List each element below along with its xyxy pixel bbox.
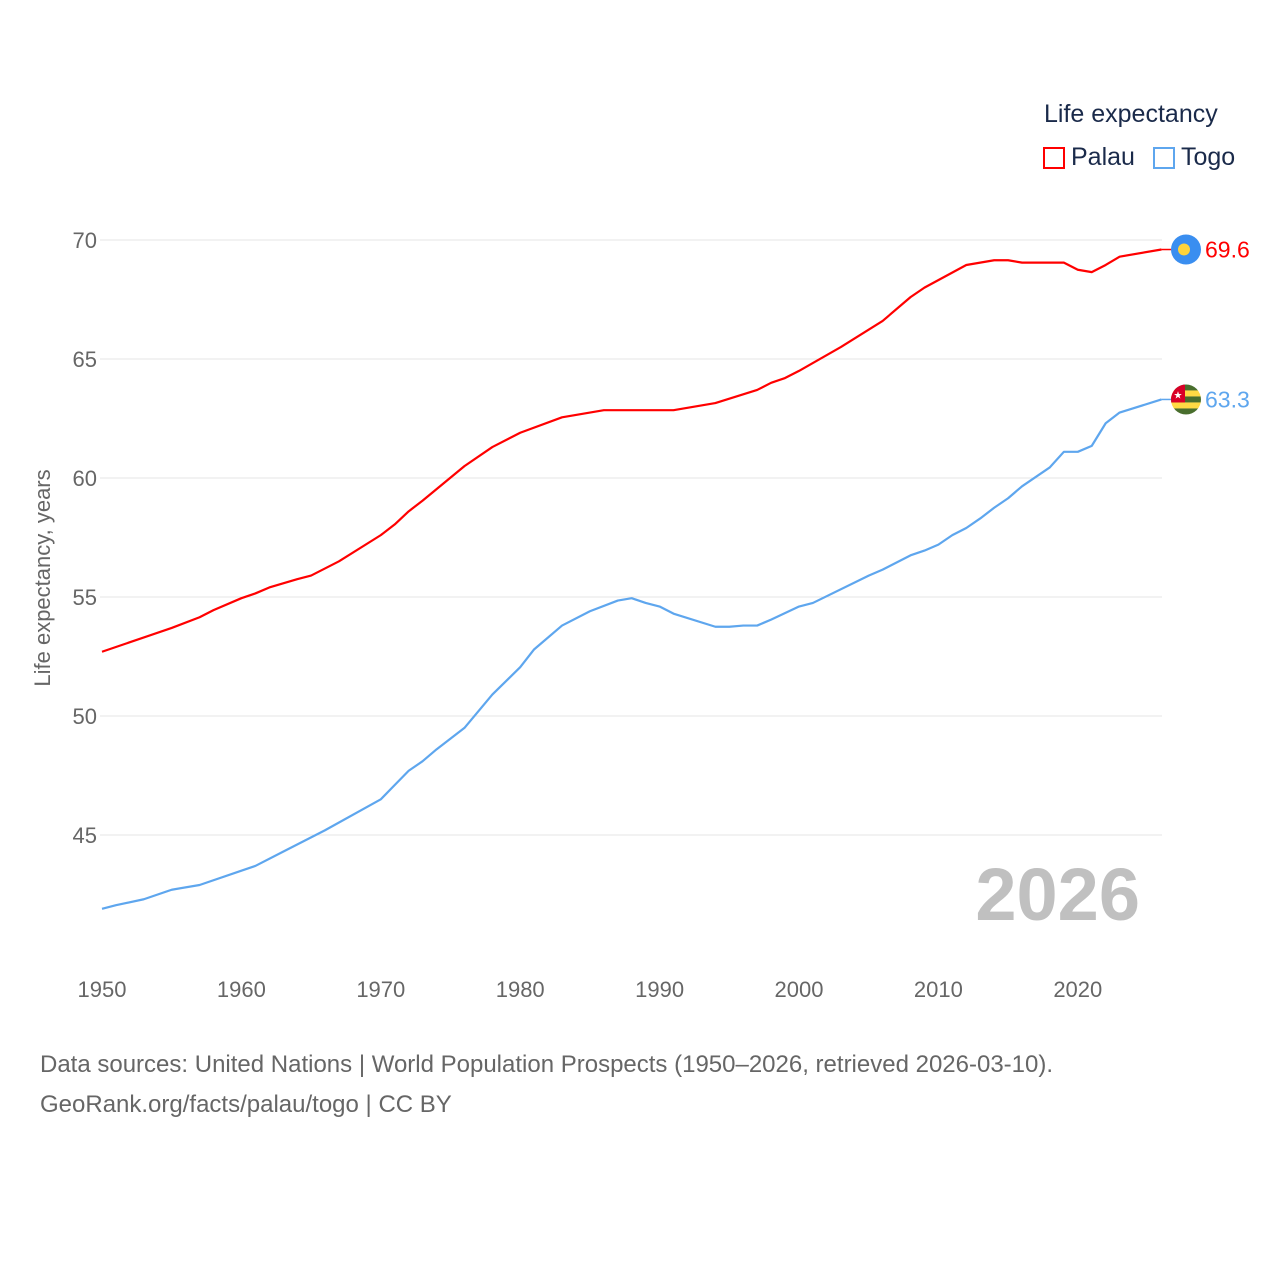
legend-item-togo[interactable]: Togo [1152,143,1236,172]
y-tick-label: 55 [73,585,97,610]
year-watermark: 2026 [975,853,1140,936]
x-tick-label: 1950 [78,977,127,1002]
x-axis-ticks: 1950 1960 1970 1980 1990 2000 2010 2020 [78,977,1103,1002]
legend: Palau Togo [1043,143,1235,172]
end-value-label: 69.6 [1205,237,1250,263]
legend-swatch-togo [1152,146,1175,169]
series-line-palau [101,248,1162,653]
y-tick-label: 65 [73,347,97,372]
y-axis-label: Life expectancy, years [30,469,55,686]
y-tick-label: 70 [73,228,97,253]
legend-swatch-palau [1043,146,1065,169]
x-tick-label: 1990 [635,977,684,1002]
attribution-line: GeoRank.org/facts/palau/togo | CC BY [40,1091,452,1118]
legend-label-togo: Togo [1180,143,1236,171]
y-axis-ticks: 45 50 55 60 65 70 [73,228,97,848]
x-tick-label: 2010 [914,977,963,1002]
x-tick-label: 2020 [1053,977,1102,1002]
palau-flag-icon [1171,234,1201,265]
end-value-label: 63.3 [1205,386,1250,412]
y-tick-label: 45 [73,823,97,848]
togo-flag-icon: ★ [1171,384,1201,415]
legend-label-palau: Palau [1071,143,1135,171]
legend-title: Life expectancy [1044,100,1218,128]
series-line-togo [101,398,1162,910]
x-tick-label: 1960 [217,977,266,1002]
legend-item-palau[interactable]: Palau [1043,143,1135,172]
y-tick-label: 60 [73,466,97,491]
x-tick-label: 1980 [496,977,545,1002]
x-tick-label: 2000 [775,977,824,1002]
svg-text:★: ★ [1174,390,1183,401]
source-line: Data sources: United Nations | World Pop… [40,1051,1054,1078]
data-source-footer: Data sources: United Nations | World Pop… [40,1045,1053,1125]
y-tick-label: 50 [73,704,97,729]
gridlines [100,239,1162,836]
x-tick-label: 1970 [356,977,405,1002]
